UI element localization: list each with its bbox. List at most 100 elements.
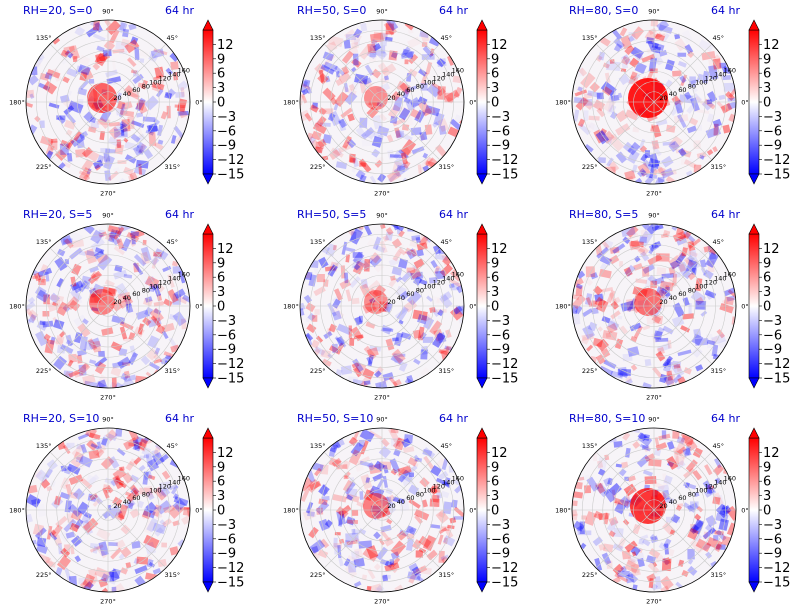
angular-gridline <box>381 305 441 365</box>
angular-gridline <box>595 305 655 365</box>
angular-gridline <box>595 101 655 161</box>
angle-tick-label: 0° <box>195 99 202 107</box>
angular-gridline <box>653 43 713 103</box>
colorbar-tick-label: 6 <box>763 67 771 82</box>
colorbar-extend-max <box>748 19 760 31</box>
colorbar-tick-label: −9 <box>217 343 236 358</box>
angle-tick-label: 90° <box>376 8 388 16</box>
core-feature <box>364 290 388 314</box>
colorbar-tick-label: 9 <box>491 256 499 271</box>
panel-time-label: 64 hr <box>711 208 740 221</box>
radial-tick-label: 80 <box>142 82 150 90</box>
angle-tick-label: 0° <box>741 99 748 107</box>
angle-tick-label: 0° <box>469 507 476 515</box>
colorbar-tick-label: 9 <box>491 52 499 67</box>
radial-tick-label: 80 <box>688 286 696 294</box>
angle-tick-label: 0° <box>741 507 748 515</box>
angular-gridline <box>381 247 441 307</box>
colorbar-tick-label: 6 <box>217 67 225 82</box>
colorbar-tick-label: −12 <box>763 153 790 168</box>
angle-tick-label: 45° <box>441 238 453 246</box>
colorbar-tick-label: 9 <box>217 460 225 475</box>
polar-panel: 90°45°0°315°270°225°180°135°20 40 60 80 1001… <box>283 412 518 606</box>
colorbar-tick-label: −9 <box>217 139 236 154</box>
angle-tick-label: 135° <box>582 442 598 450</box>
angle-tick-label: 135° <box>310 238 326 246</box>
colorbar-tick-label: −12 <box>763 357 790 372</box>
radial-tick-label: 160 <box>178 475 190 483</box>
radial-tick-label: 60 <box>406 494 414 502</box>
colorbar-tick-label: −6 <box>491 124 510 139</box>
panel-time-label: 64 hr <box>711 412 740 425</box>
colorbar-tick-label: −15 <box>763 372 790 387</box>
angle-tick-label: 135° <box>36 442 52 450</box>
colorbar-tick-label: −9 <box>763 139 782 154</box>
colorbar-tick-label: 3 <box>217 81 225 96</box>
core-feature <box>89 289 115 315</box>
angle-tick-label: 225° <box>310 367 326 375</box>
colorbar-tick-label: −6 <box>217 328 236 343</box>
angular-gridline <box>653 509 713 569</box>
radial-tick-label: 40 <box>123 90 131 98</box>
colorbar-tick-label: 12 <box>217 446 234 461</box>
radial-tick-label: 40 <box>397 498 405 506</box>
radial-tick-label: 160 <box>452 475 464 483</box>
radial-tick-label: 60 <box>678 86 686 94</box>
colorbar-tick-label: 3 <box>217 285 225 300</box>
angle-tick-label: 90° <box>376 212 388 220</box>
radial-tick-label: 160 <box>452 67 464 75</box>
colorbar-extend-max <box>476 19 488 31</box>
radial-tick-label: 120 <box>705 483 717 491</box>
angle-tick-label: 315° <box>438 163 454 171</box>
colorbar-tick-label: −9 <box>491 547 510 562</box>
colorbar-extend-max <box>202 223 214 235</box>
angular-gridline <box>653 101 713 161</box>
radial-tick-label: 20 <box>113 298 121 306</box>
radial-tick-label: 160 <box>724 67 736 75</box>
colorbar-tick-label: 9 <box>763 460 771 475</box>
radial-tick-label: 160 <box>724 271 736 279</box>
angle-tick-label: 0° <box>195 303 202 311</box>
colorbar-tick-label: −3 <box>763 314 782 329</box>
radial-tick-label: 100 <box>149 78 161 86</box>
angle-tick-label: 180° <box>9 99 25 107</box>
radial-tick-label: 140 <box>442 71 454 79</box>
radial-tick-label: 60 <box>406 290 414 298</box>
colorbar-tick-label: 0 <box>217 504 225 519</box>
radial-tick-label: 120 <box>159 279 171 287</box>
angular-gridline <box>107 305 167 365</box>
polar-frame <box>25 427 191 593</box>
radial-tick-label: 140 <box>168 71 180 79</box>
colorbar-extend-max <box>748 223 760 235</box>
angle-tick-label: 225° <box>310 571 326 579</box>
colorbar-tick-label: 6 <box>217 271 225 286</box>
angular-gridline <box>107 451 167 511</box>
colorbar-tick-label: −15 <box>491 576 518 591</box>
colorbar-tick-label: −6 <box>763 328 782 343</box>
colorbar-tick-label: 12 <box>217 242 234 257</box>
angle-tick-label: 90° <box>102 416 114 424</box>
angular-gridline <box>595 509 655 569</box>
colorbar-tick-label: −3 <box>763 518 782 533</box>
panel-title: RH=80, S=10 <box>569 412 645 425</box>
colorbar-tick-label: −12 <box>217 153 244 168</box>
angular-gridline <box>107 101 167 161</box>
colorbar-tick-label: −9 <box>491 343 510 358</box>
radial-tick-label: 40 <box>123 498 131 506</box>
angle-tick-label: 0° <box>469 99 476 107</box>
colorbar-tick-label: 9 <box>763 256 771 271</box>
angle-tick-label: 45° <box>713 238 725 246</box>
colorbar-extend-min <box>476 173 488 185</box>
colorbar-tick-label: −6 <box>217 124 236 139</box>
polar-frame <box>571 223 737 389</box>
angular-gridline <box>323 451 383 511</box>
colorbar-tick-label: −3 <box>217 110 236 125</box>
colorbar-tick-label: 12 <box>763 446 780 461</box>
panel-time-label: 64 hr <box>439 4 468 17</box>
field-texture <box>572 428 736 592</box>
angular-gridline <box>381 509 441 569</box>
colorbar-tick-label: 3 <box>217 489 225 504</box>
